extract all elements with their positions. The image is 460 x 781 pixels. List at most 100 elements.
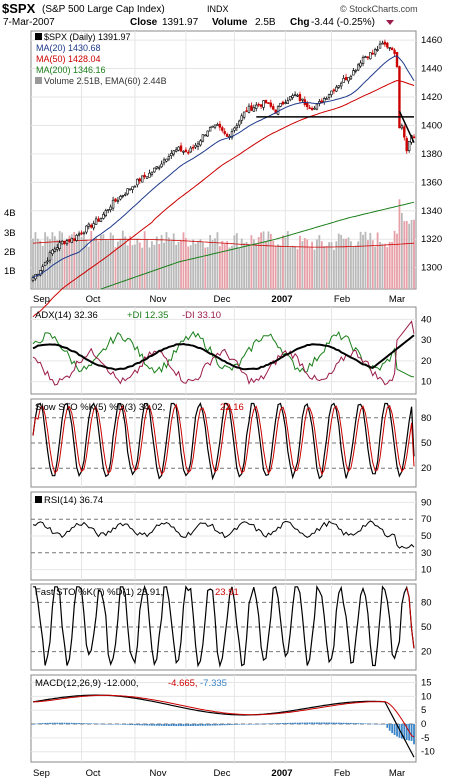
volume-bar [301,241,304,289]
price-tick-label: 1460 [421,35,442,46]
volume-bar [296,249,299,289]
price-tick-label: 1360 [421,177,442,188]
indicator-tick-label: -10 [421,747,435,758]
candle-body [109,206,112,211]
macd-histogram-bar [146,724,148,726]
legend-price: $SPX (Daily) 1391.97 [44,32,131,42]
adx-legend: ADX(14) 32.36 [35,310,98,321]
macd-histogram-bar [107,724,110,725]
macd-histogram-bar [255,723,258,725]
volume-bar [78,230,81,289]
macd-histogram-bar [371,723,374,725]
macd-histogram-bar [405,724,408,741]
vol-tick-1b: 1B [4,266,16,277]
x-tick-label: Nov [150,294,167,305]
x-tick-label: Dec [214,294,231,305]
volume-bar [345,238,347,289]
macd-histogram-bar [340,722,343,725]
candle-body [330,90,333,95]
candle-body [194,145,197,148]
macd-histogram-bar [201,724,204,726]
candle-body [284,102,287,104]
chart-date: 7-Mar-2007 [3,17,55,28]
macd-histogram-bar [391,724,394,734]
candle-body [245,110,248,112]
slow-sto-d-value: 22.16 [220,402,244,413]
macd-histogram-bar [197,724,199,726]
volume-bar [104,239,107,289]
candle-body [85,225,88,233]
macd-histogram-bar [362,723,364,725]
macd-histogram-bar [78,723,81,725]
macd-histogram-bar [131,724,134,726]
candle-body [388,47,391,49]
legend-volume-swatch [35,77,42,84]
volume-bar [136,238,139,289]
macd-histogram-bar [51,722,54,725]
macd-legend: MACD(12,26,9) -12.000, [35,678,139,689]
volume-bar [238,247,241,289]
candle-body [225,133,229,137]
macd-histogram-bar [282,723,284,725]
macd-histogram-bar [66,722,68,725]
macd-histogram-bar [410,724,413,741]
macd-histogram-bar [141,724,144,726]
candle-body [262,100,265,108]
volume-bar [313,249,316,289]
volume-bar [272,240,275,289]
macd-histogram-bar [58,722,61,725]
macd-histogram-bar [323,722,326,725]
volume-bar [39,240,42,289]
volume-bar [357,241,360,289]
volume-bar [114,247,117,289]
brand-watermark: © StockCharts.com [340,4,418,14]
volume-bar [218,246,221,289]
macd-histogram-bar [214,724,216,726]
macd-histogram-bar [366,723,369,725]
volume-bar [279,245,282,289]
candle-body [337,85,340,88]
chg-value: -3.44 (-0.25%) [311,17,375,28]
legend-volume: Volume 2.51B, EMA(60) 2.44B [44,76,167,86]
y-tick-labels: 1300 1320 1340 1360 1380 1400 1420 1440 1460 10 20… [421,35,442,758]
fast-sto-k-line [33,584,415,668]
indicator-tick-label: 80 [421,413,432,424]
macd-histogram-bar [398,724,401,738]
candle-body [369,52,372,60]
candle-body [233,127,236,131]
macd-histogram-bar [39,723,42,725]
candle-body [138,178,141,182]
candle-body [390,47,394,50]
macd-histogram-bar [172,724,175,727]
candle-body [31,277,35,281]
candle-body [230,131,234,138]
volume-bar [362,234,364,289]
candle-body [383,41,387,45]
macd-histogram-bar [36,723,39,725]
macd-histogram-bar [124,724,127,725]
volume-bar [187,246,190,289]
candle-body [104,210,108,217]
volume-bar [148,247,151,289]
macd-histogram-bar [204,724,207,726]
candle-body [361,57,365,64]
macd-histogram-bar [311,722,313,725]
volume-bar [299,235,301,289]
candle-body [352,70,355,76]
macd-histogram-bar [223,724,226,726]
volume-bar [138,242,141,289]
indicator-tick-label: 80 [421,597,432,608]
macd-histogram-bar [158,724,161,726]
candle-body [240,115,243,121]
candle-body [398,66,401,129]
volume-bar [323,246,326,289]
macd-histogram-bar [187,724,190,727]
volume-bar [269,233,272,289]
volume-bar [160,235,163,289]
adx-plus-di: +DI 12.35 [127,310,168,321]
candle-body [51,249,54,255]
candle-body [184,149,188,153]
candle-body [196,143,200,147]
volume-bar [347,237,350,289]
volume-bar [311,241,313,289]
